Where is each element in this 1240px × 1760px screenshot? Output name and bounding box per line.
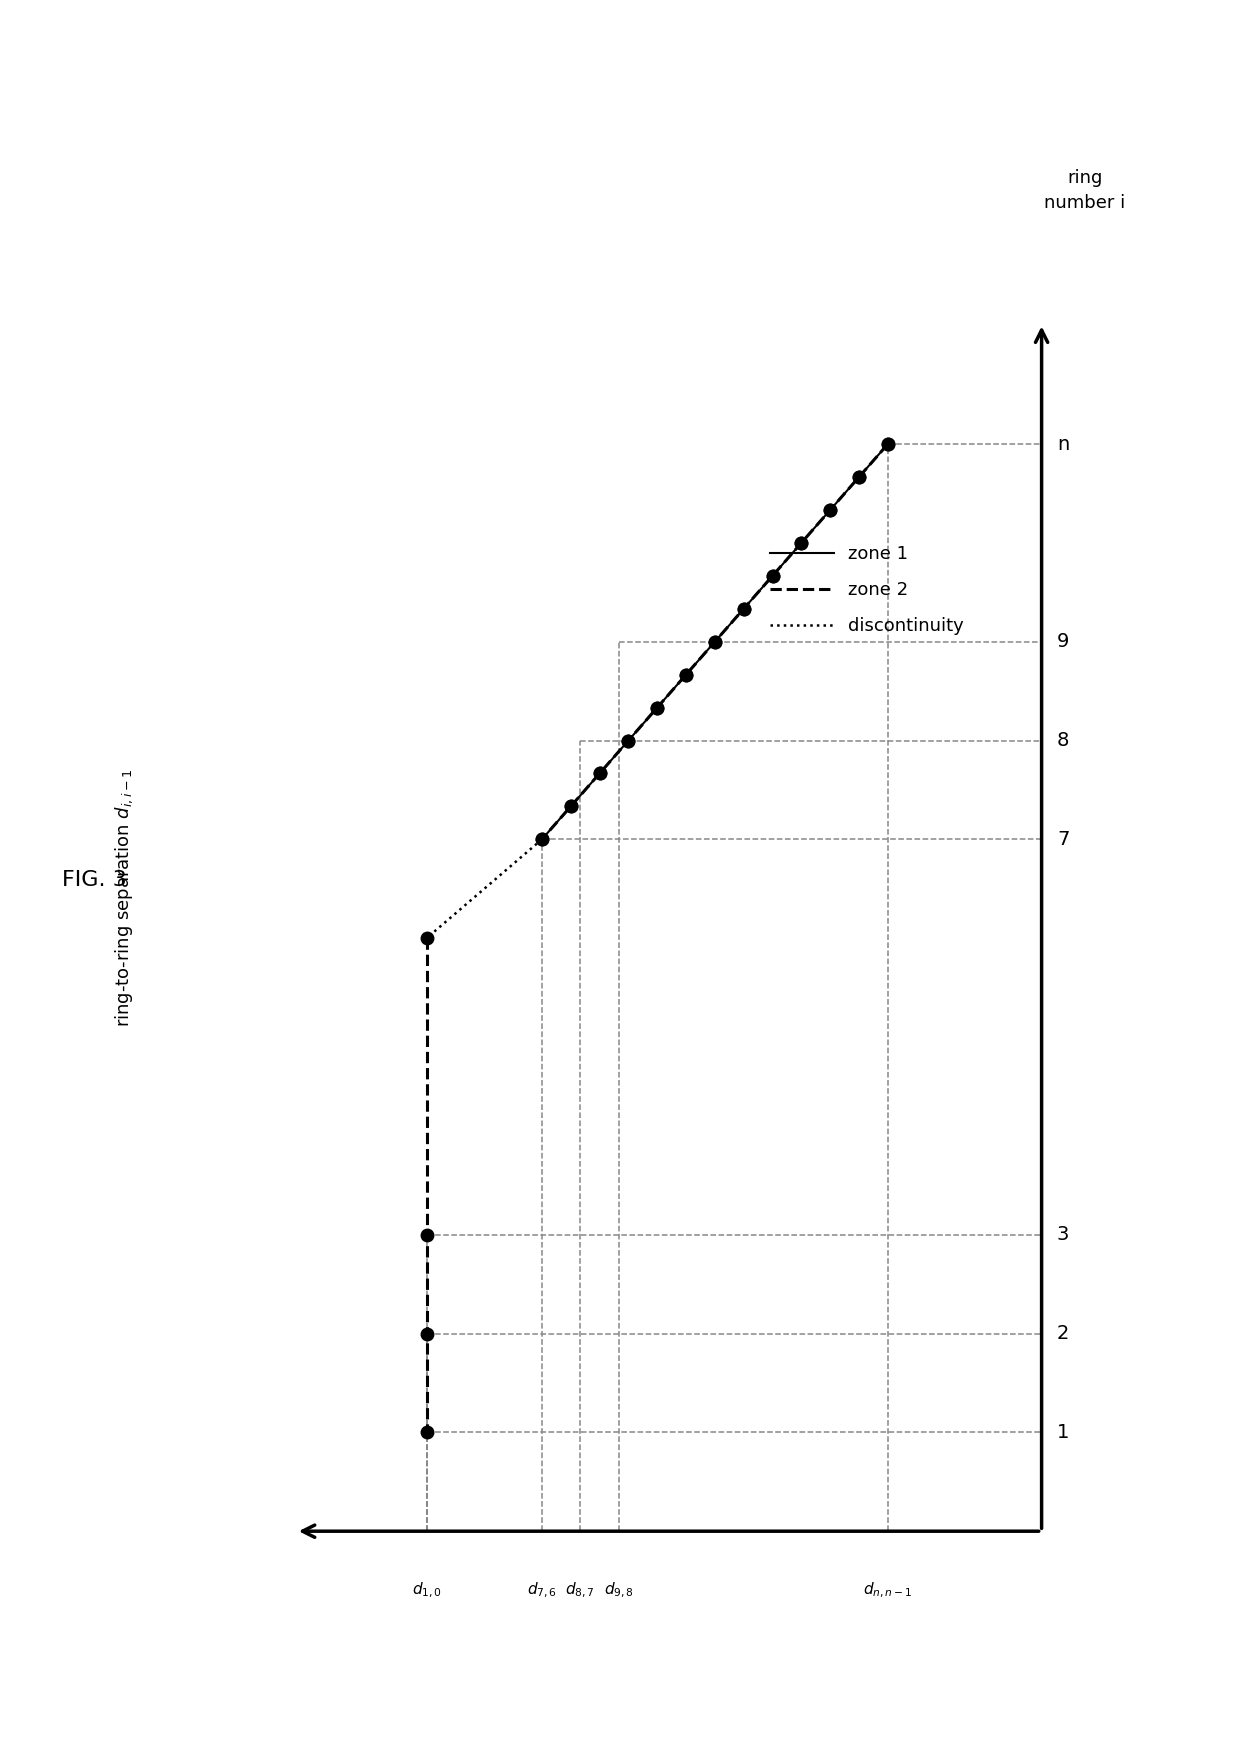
Text: $d_{1,0}$: $d_{1,0}$ <box>412 1580 441 1600</box>
Text: ring-to-ring separation $d_{i,i-1}$: ring-to-ring separation $d_{i,i-1}$ <box>113 769 135 1026</box>
Text: $d_{8,7}$: $d_{8,7}$ <box>565 1580 595 1600</box>
Text: $d_{7,6}$: $d_{7,6}$ <box>527 1580 557 1600</box>
Text: $d_{n,n-1}$: $d_{n,n-1}$ <box>863 1580 913 1600</box>
Text: 1: 1 <box>1056 1422 1069 1441</box>
Text: 9: 9 <box>1056 632 1069 651</box>
Text: $d_{9,8}$: $d_{9,8}$ <box>604 1580 634 1600</box>
Legend: zone 1, zone 2, discontinuity: zone 1, zone 2, discontinuity <box>764 539 971 642</box>
Text: 2: 2 <box>1056 1324 1069 1343</box>
Text: ring
number i: ring number i <box>1044 169 1126 211</box>
Text: FIG. 3: FIG. 3 <box>62 869 126 891</box>
Text: 8: 8 <box>1056 730 1069 750</box>
Text: 3: 3 <box>1056 1225 1069 1244</box>
Text: 7: 7 <box>1056 831 1069 848</box>
Text: n: n <box>1056 435 1069 454</box>
